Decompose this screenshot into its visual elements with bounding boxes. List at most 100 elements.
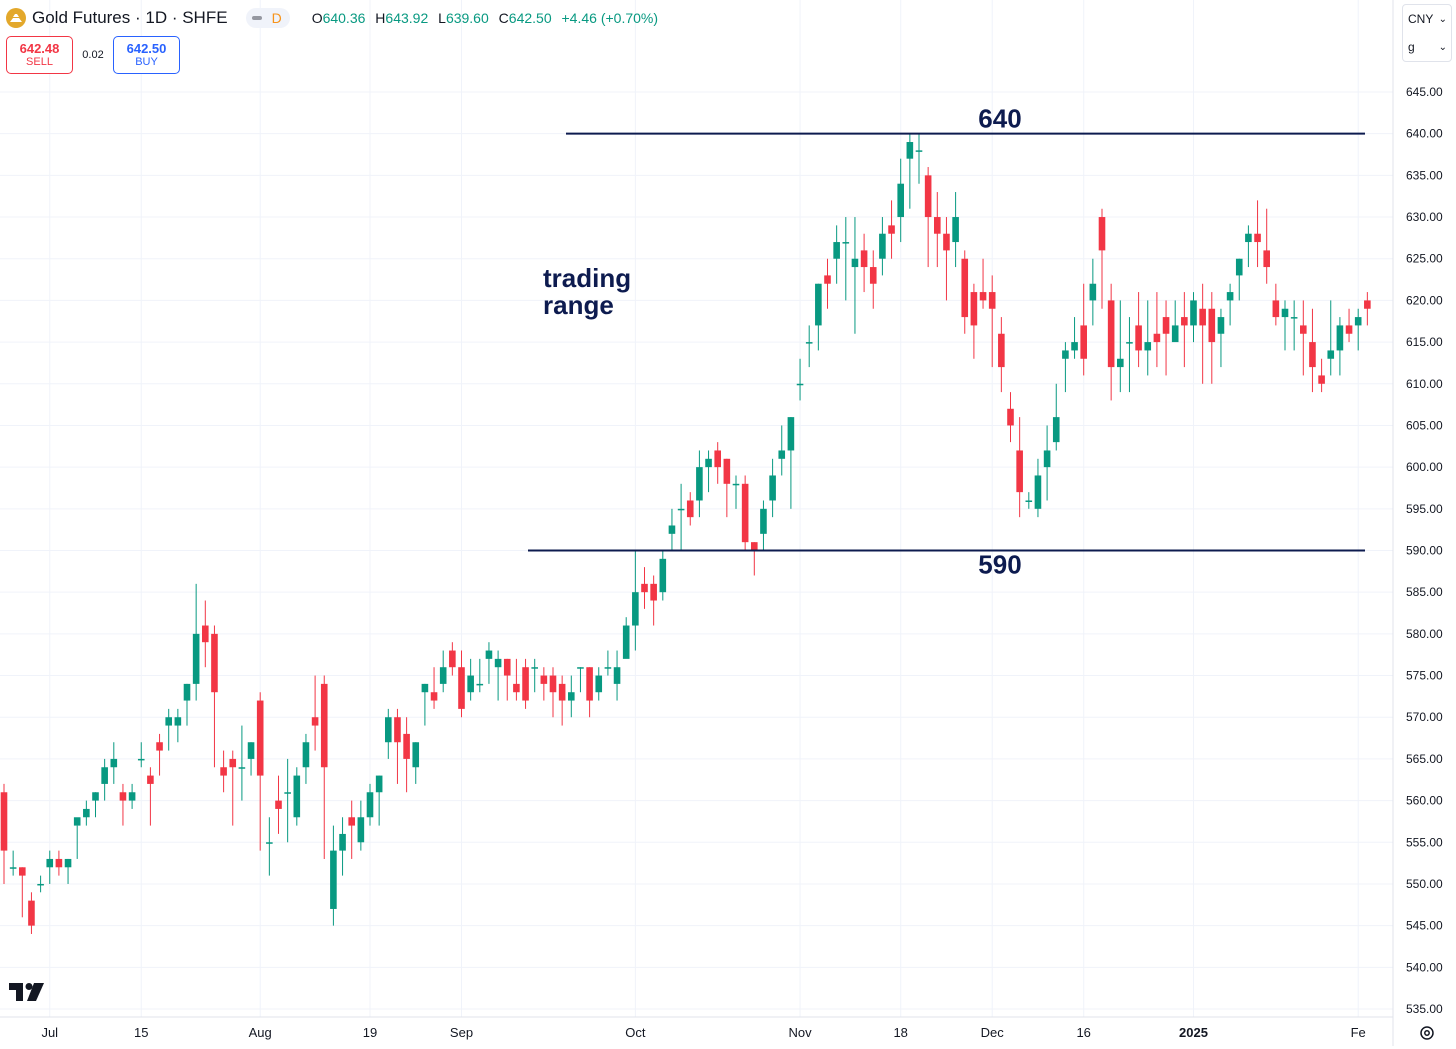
candle-body [1052, 417, 1060, 443]
candle-body [137, 758, 145, 761]
candle-body [330, 850, 337, 909]
candle [1300, 300, 1307, 376]
x-tick-label: Oct [625, 1025, 646, 1040]
y-tick-label: 565.00 [1406, 752, 1443, 766]
candle-body [403, 733, 410, 759]
y-tick-label: 620.00 [1406, 293, 1443, 307]
y-tick-label: 590.00 [1406, 544, 1443, 558]
x-tick-label: Sep [450, 1025, 473, 1040]
candle [751, 542, 758, 576]
candle [1080, 283, 1087, 376]
candle-body [1354, 317, 1362, 326]
candle-body [677, 508, 685, 511]
candle [860, 233, 868, 293]
y-tick-label: 625.00 [1406, 252, 1443, 266]
sell-button[interactable]: 642.48 SELL [6, 36, 73, 74]
candle [1034, 458, 1042, 518]
candle [1272, 283, 1280, 326]
candle [211, 625, 218, 768]
candle-body [879, 233, 886, 259]
candle-body [357, 817, 365, 843]
candle-body [924, 175, 932, 218]
candle-body [815, 283, 822, 326]
candle [1016, 417, 1023, 518]
candle-body [897, 183, 904, 218]
candle-body [732, 483, 740, 486]
symbol-title[interactable]: Gold Futures · 1D · SHFE [32, 8, 228, 27]
candle-body [1089, 283, 1097, 301]
x-tick-label: 18 [893, 1025, 907, 1040]
y-tick-label: 595.00 [1406, 502, 1443, 516]
candle-body [348, 817, 355, 826]
candle-body [467, 675, 474, 693]
unit-dropdown[interactable]: g ⌄ [1403, 33, 1451, 61]
candle [256, 692, 264, 851]
candle [540, 667, 548, 701]
candle-body [247, 742, 255, 759]
candle-body [805, 342, 813, 344]
candle-body [595, 675, 603, 693]
settings-icon[interactable] [1416, 1022, 1438, 1044]
candle [1052, 383, 1060, 451]
candle-body [192, 633, 200, 684]
interval-badge: D [271, 10, 282, 26]
candle [28, 892, 35, 934]
candle [137, 742, 145, 768]
interval-pill[interactable]: D [245, 8, 290, 28]
candle-body [934, 217, 941, 234]
range-label-line1: trading [543, 263, 631, 293]
y-tick-label: 560.00 [1406, 794, 1443, 808]
candle-body [869, 267, 877, 284]
candle [1062, 342, 1069, 393]
currency-dropdown[interactable]: CNY ⌄ [1403, 5, 1451, 33]
candle [1336, 317, 1344, 376]
annotations-layer: 640 590 trading range [528, 104, 1365, 580]
candle-body [1190, 300, 1197, 326]
candle-body [1062, 350, 1069, 359]
y-tick-label: 605.00 [1406, 418, 1443, 432]
candle-body [37, 883, 44, 886]
candle-body [503, 658, 511, 676]
sell-label: SELL [26, 56, 53, 68]
candle [394, 708, 401, 784]
candle-body [686, 500, 694, 518]
candle-body [1153, 333, 1161, 343]
candle [577, 667, 584, 693]
candle-body [1272, 300, 1280, 318]
candle-body [1098, 217, 1106, 251]
candle-body [613, 667, 621, 684]
candle [449, 642, 456, 676]
candle [1098, 208, 1106, 309]
candle [1071, 317, 1078, 359]
candle [769, 458, 776, 518]
candle [202, 600, 209, 668]
tradingview-logo-icon[interactable] [9, 983, 45, 1006]
candle [247, 742, 255, 776]
support-label: 590 [978, 550, 1021, 580]
y-tick-label: 535.00 [1406, 1002, 1443, 1016]
change-value: +4.46 (+0.70%) [561, 10, 659, 26]
buy-button[interactable]: 642.50 BUY [113, 36, 180, 74]
candle [1107, 283, 1115, 401]
y-tick-label: 555.00 [1406, 835, 1443, 849]
candle [815, 283, 822, 351]
candle-body [202, 625, 209, 643]
candle-body [92, 792, 99, 801]
candle-body [28, 900, 35, 926]
candle-body [0, 792, 8, 851]
candle [101, 758, 108, 801]
candle [55, 850, 63, 876]
high-label: H [375, 10, 386, 26]
candle-body [1117, 358, 1124, 368]
candle [622, 617, 630, 659]
candle-body [1263, 250, 1270, 268]
candle [458, 650, 465, 718]
candle [1089, 258, 1097, 326]
candle [92, 792, 99, 818]
candle [659, 550, 667, 601]
candle-body [549, 675, 557, 693]
candle-body [979, 292, 987, 301]
candle-body [577, 667, 584, 669]
candle [998, 317, 1005, 393]
